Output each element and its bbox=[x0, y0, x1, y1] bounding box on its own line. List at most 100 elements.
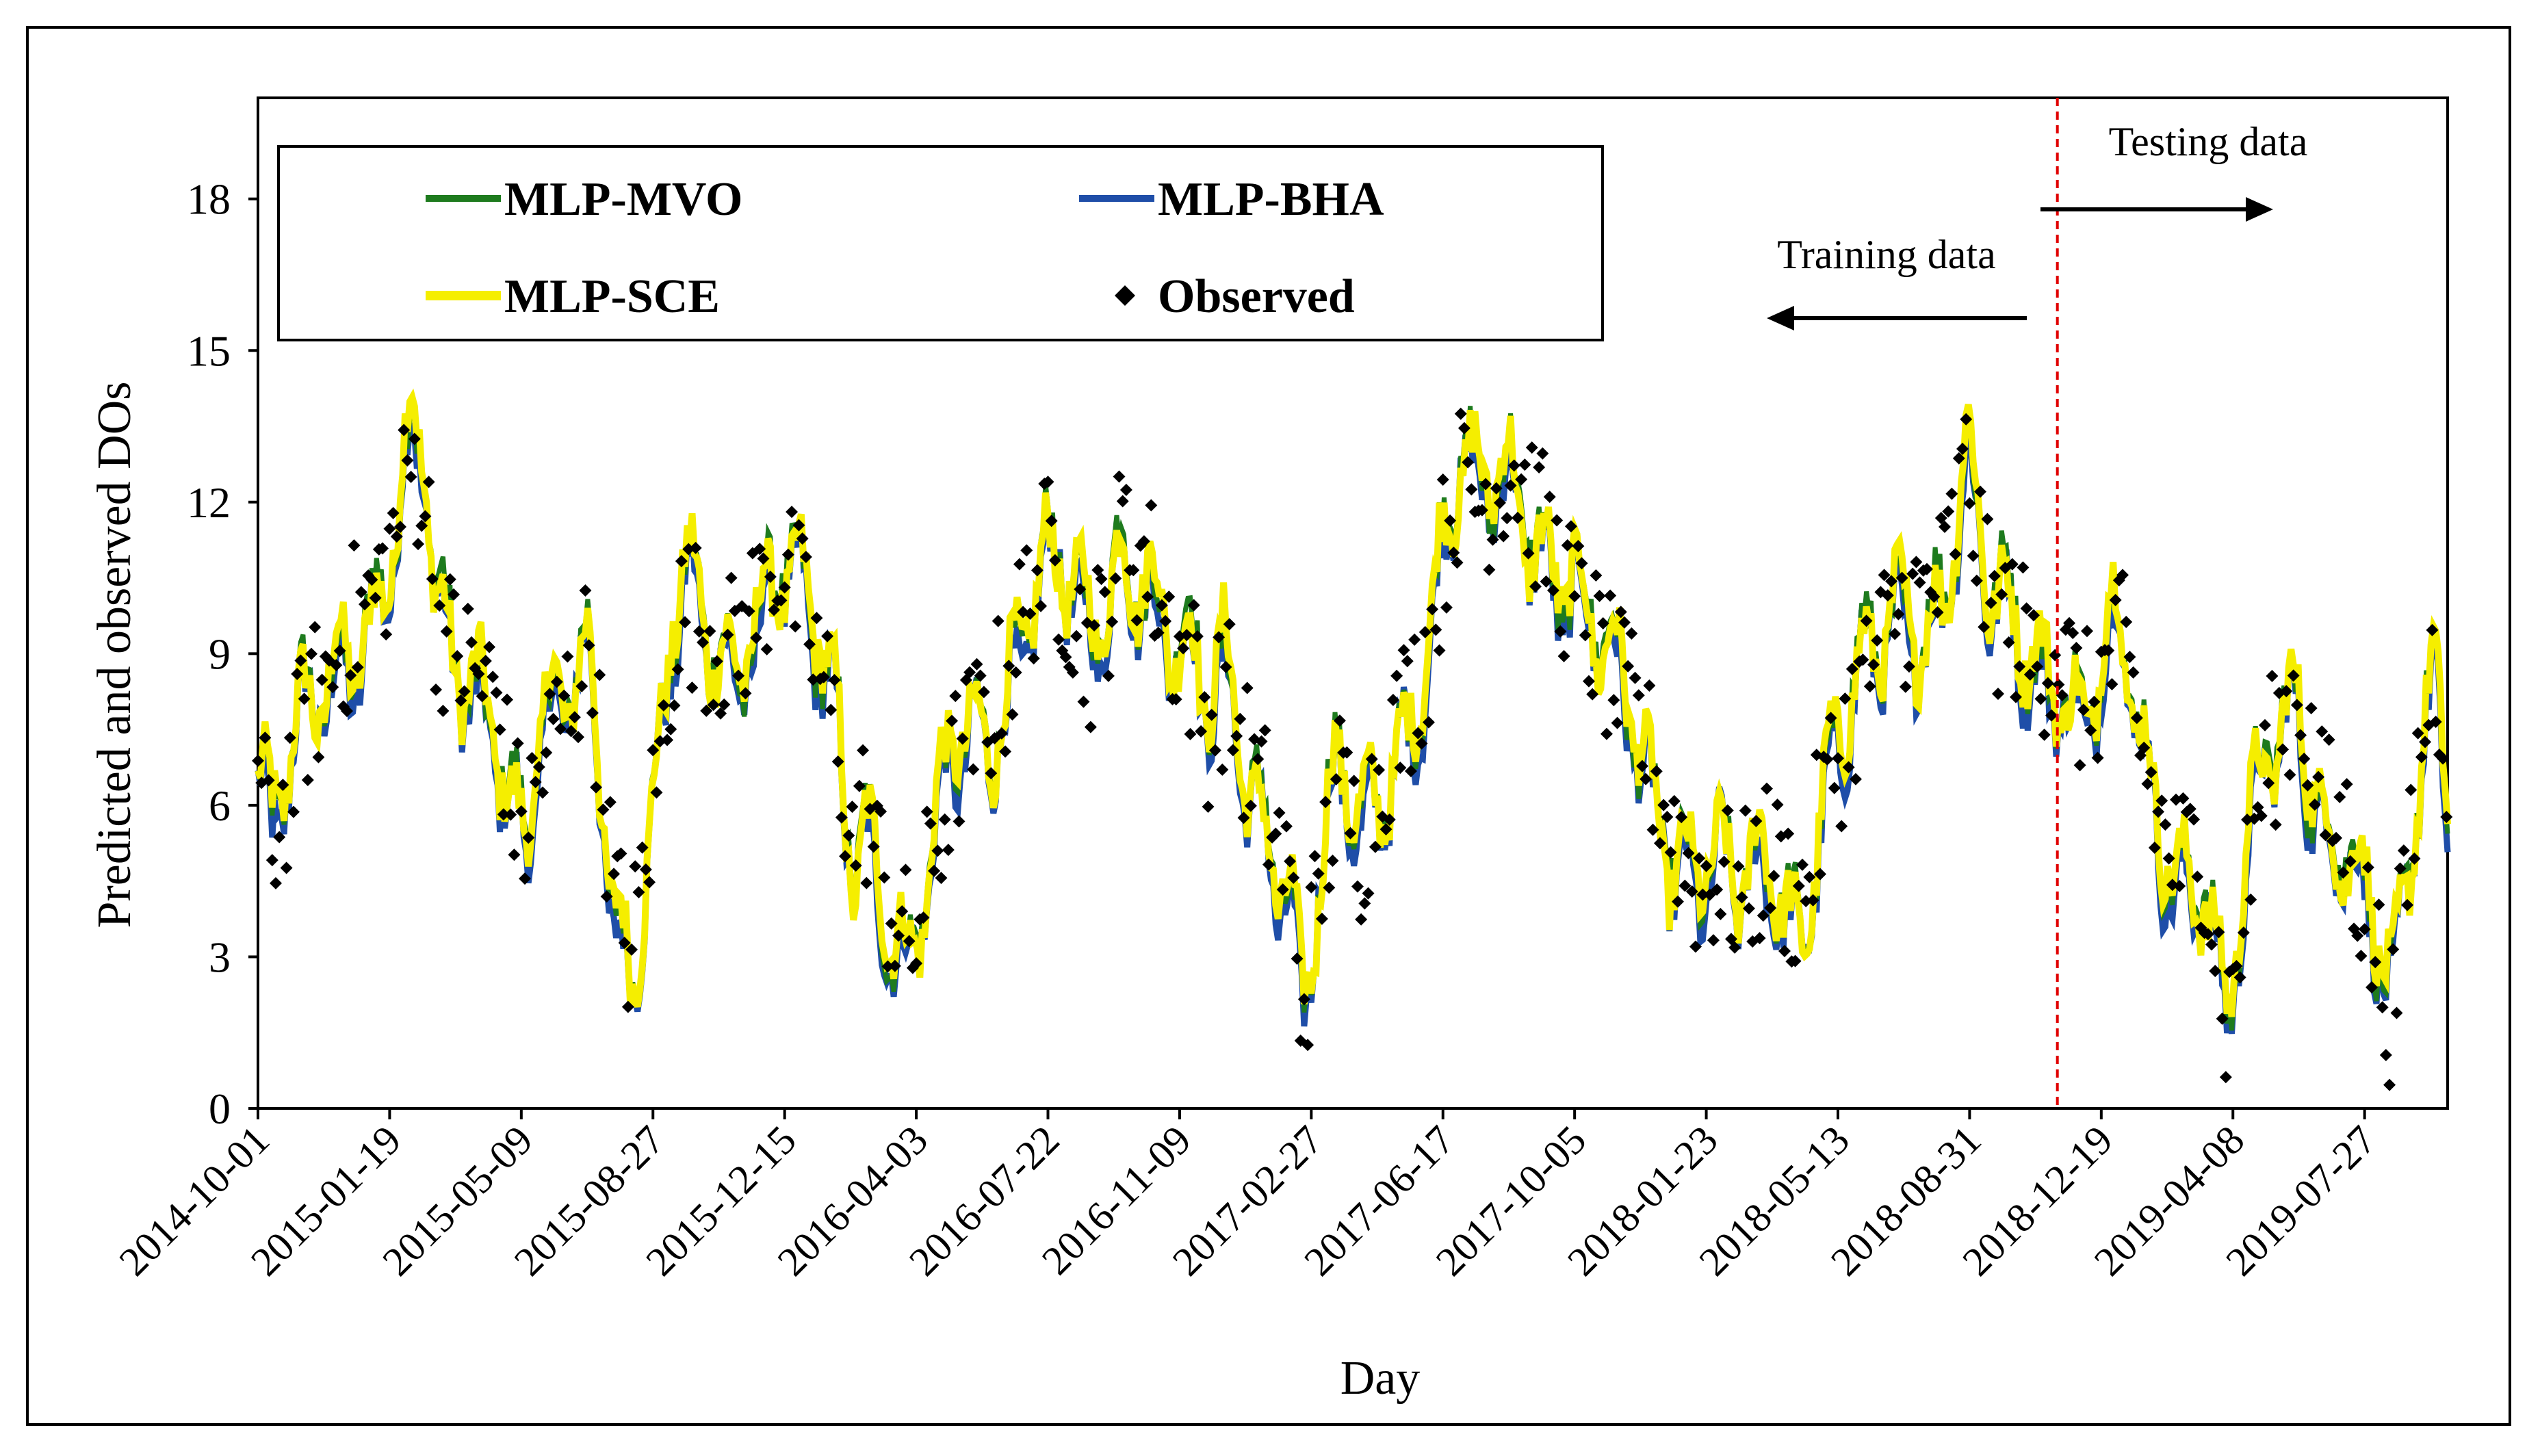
observed-point bbox=[426, 573, 439, 586]
observed-point bbox=[1113, 470, 1126, 483]
observed-point bbox=[1119, 483, 1132, 496]
observed-point bbox=[383, 522, 396, 535]
observed-point bbox=[259, 731, 272, 744]
observed-point bbox=[1593, 590, 1606, 603]
observed-point bbox=[2369, 956, 2382, 969]
observed-point bbox=[1511, 511, 1524, 524]
observed-point bbox=[977, 686, 990, 699]
legend-observed-marker bbox=[1115, 285, 1135, 306]
observed-point bbox=[493, 723, 506, 736]
testing-arrow-head bbox=[2246, 197, 2273, 222]
observed-point bbox=[1191, 630, 1204, 643]
observed-point bbox=[1515, 473, 1528, 486]
observed-point bbox=[2066, 627, 2079, 640]
observed-point bbox=[1145, 499, 1158, 512]
observed-point bbox=[1208, 744, 1221, 757]
observed-point bbox=[1685, 885, 1698, 898]
observed-point bbox=[1412, 727, 1425, 740]
observed-point bbox=[1635, 759, 1648, 772]
observed-point bbox=[1939, 521, 1952, 534]
observed-point bbox=[1931, 606, 1944, 619]
observed-point bbox=[398, 424, 411, 437]
observed-point bbox=[1404, 764, 1417, 777]
observed-point bbox=[1326, 855, 1339, 868]
observed-point bbox=[1315, 912, 1328, 925]
observed-point bbox=[1607, 694, 1620, 707]
observed-point bbox=[554, 723, 567, 736]
observed-point bbox=[522, 831, 535, 844]
observed-point bbox=[1771, 798, 1784, 811]
observed-point bbox=[1501, 512, 1514, 525]
observed-point bbox=[742, 605, 755, 618]
observed-point bbox=[839, 850, 852, 863]
y-tick-label: 15 bbox=[187, 326, 231, 375]
observed-point bbox=[629, 860, 642, 873]
observed-point bbox=[497, 808, 510, 821]
observed-point bbox=[778, 581, 791, 594]
observed-point bbox=[2116, 569, 2129, 582]
observed-point bbox=[1355, 913, 1368, 926]
observed-point bbox=[1373, 764, 1386, 777]
observed-point bbox=[1614, 606, 1627, 619]
observed-point bbox=[1596, 617, 1609, 630]
observed-point bbox=[404, 470, 417, 483]
observed-point bbox=[647, 744, 660, 757]
observed-point bbox=[614, 847, 627, 860]
observed-point bbox=[775, 594, 788, 607]
observed-point bbox=[892, 929, 905, 942]
observed-point bbox=[1590, 569, 1603, 582]
observed-point bbox=[1622, 660, 1635, 673]
observed-point bbox=[2173, 879, 2186, 892]
observed-point bbox=[408, 432, 421, 445]
observed-point bbox=[1009, 666, 1022, 679]
observed-point bbox=[714, 707, 727, 720]
observed-point bbox=[2045, 709, 2058, 722]
observed-point bbox=[1066, 666, 1079, 679]
observed-point bbox=[2358, 923, 2371, 936]
observed-point bbox=[974, 669, 987, 682]
observed-point bbox=[419, 510, 432, 523]
observed-point bbox=[380, 628, 393, 641]
observed-point bbox=[1041, 476, 1054, 489]
observed-point bbox=[1572, 540, 1585, 553]
observed-point bbox=[597, 803, 610, 816]
observed-point bbox=[853, 779, 866, 792]
observed-point bbox=[1116, 495, 1129, 508]
observed-point bbox=[2283, 768, 2296, 781]
observed-point bbox=[825, 703, 838, 716]
observed-point bbox=[1824, 712, 1837, 725]
observed-point bbox=[376, 542, 389, 555]
observed-point bbox=[2419, 736, 2432, 749]
observed-point bbox=[2105, 677, 2118, 690]
observed-point bbox=[750, 632, 763, 645]
training-data-label: Training data bbox=[1777, 232, 1995, 277]
observed-point bbox=[550, 675, 563, 688]
observed-point bbox=[896, 905, 909, 918]
observed-point bbox=[1835, 820, 1848, 833]
y-tick-label: 18 bbox=[187, 175, 231, 224]
observed-point bbox=[1629, 671, 1642, 684]
observed-point bbox=[1333, 714, 1346, 727]
observed-point bbox=[1401, 655, 1414, 668]
observed-point bbox=[849, 859, 862, 872]
observed-point bbox=[1365, 753, 1378, 766]
observed-point bbox=[753, 543, 766, 556]
observed-point bbox=[1462, 456, 1475, 469]
observed-point bbox=[718, 698, 731, 711]
observed-point bbox=[1504, 479, 1517, 492]
observed-point bbox=[1525, 441, 1538, 454]
legend-observed-label: Observed bbox=[1158, 270, 1355, 323]
chart-frame: Training data Testing data MLP-MVO MLP-B… bbox=[26, 26, 2511, 1426]
observed-point bbox=[1291, 952, 1304, 965]
observed-point bbox=[1305, 881, 1318, 894]
observed-point bbox=[2102, 644, 2115, 657]
observed-point bbox=[1269, 827, 1282, 840]
observed-point bbox=[1493, 496, 1506, 509]
observed-point bbox=[970, 658, 983, 671]
observed-points-layer bbox=[252, 407, 2453, 1091]
observed-point bbox=[1942, 505, 1955, 518]
x-axis-title: Day bbox=[1340, 1352, 1421, 1405]
observed-point bbox=[1031, 564, 1044, 577]
observed-point bbox=[1045, 515, 1058, 528]
observed-point bbox=[1668, 794, 1681, 807]
